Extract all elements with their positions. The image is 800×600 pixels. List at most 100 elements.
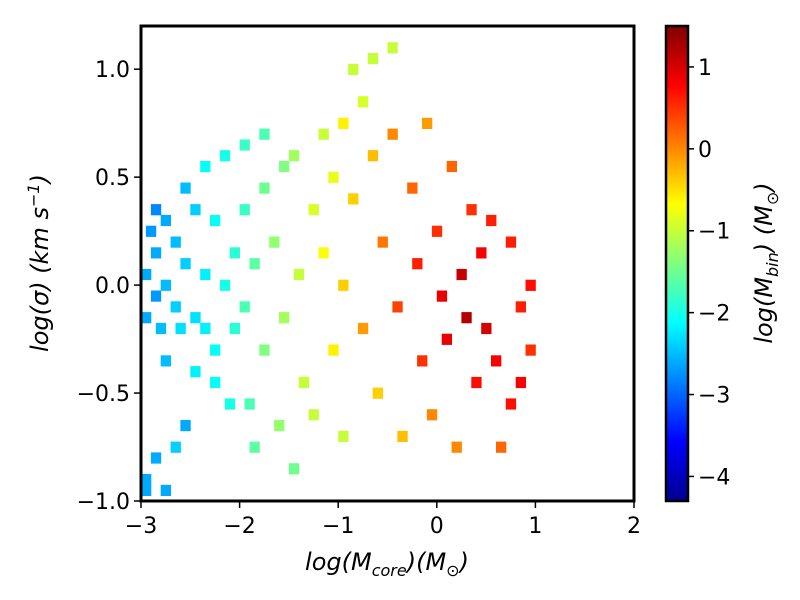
heatmap-cell — [328, 344, 339, 356]
colorbar-ticks: −4 −3 −2 −1 0 1 — [688, 56, 730, 490]
heatmap-cell — [150, 452, 162, 464]
heatmap-cell — [318, 128, 329, 140]
heatmap-cell — [229, 247, 240, 259]
heatmap-cell — [150, 247, 162, 259]
heatmap-cell — [190, 312, 201, 324]
heatmap-cell — [451, 441, 462, 453]
heatmap-cell — [422, 117, 433, 129]
heatmap-cell — [150, 290, 162, 302]
heatmap-cell — [461, 312, 472, 324]
heatmap-cell — [357, 322, 369, 335]
heatmap-cell — [145, 225, 157, 237]
colorbar-tick-label: −2 — [698, 302, 730, 327]
heatmap-cell — [505, 236, 517, 248]
heatmap-cell — [141, 474, 152, 486]
heatmap-cell — [180, 182, 191, 194]
heatmap-cell — [288, 150, 300, 162]
plot-area-frame — [139, 24, 636, 503]
x-tick-label: 0 — [430, 514, 444, 539]
heatmap-cell — [328, 171, 339, 183]
heatmap-cell — [160, 214, 171, 227]
y-axis-ticks: −1.0 −0.5 0.0 0.5 1.0 — [77, 58, 141, 515]
heatmap-cell — [160, 355, 171, 367]
heatmap-cell — [150, 204, 162, 216]
heatmap-cell — [471, 376, 482, 389]
x-tick-label: −3 — [125, 514, 157, 539]
heatmap-cell — [496, 441, 507, 453]
heatmap-cell — [190, 366, 201, 378]
heatmap-cell — [308, 204, 319, 216]
heatmap-cell — [348, 63, 359, 75]
heatmap-cell — [160, 484, 171, 496]
heatmap-cell — [431, 225, 443, 237]
heatmap-cell — [200, 322, 211, 335]
colorbar — [664, 24, 690, 503]
heatmap-cell — [180, 258, 191, 270]
y-tick-label: −0.5 — [77, 382, 130, 407]
heatmap-cell — [338, 117, 349, 129]
heatmap-cell — [298, 376, 310, 389]
heatmap-cell — [239, 139, 250, 151]
heatmap-cell — [210, 214, 221, 227]
heatmap-cell — [175, 322, 186, 335]
heatmap-cell — [200, 160, 211, 173]
heatmap-cell — [436, 290, 448, 302]
x-axis-ticks: −3 −2 −1 0 1 2 — [125, 501, 641, 539]
colorbar-label: log(Mbin) (M⊙) — [750, 182, 782, 343]
colorbar-tick-label: −4 — [698, 465, 730, 490]
heatmap-cell — [367, 150, 379, 162]
heatmap-cell — [515, 301, 526, 313]
heatmap-cell — [387, 42, 398, 54]
heatmap-cell — [190, 204, 201, 216]
heatmap-cell — [155, 322, 167, 335]
heatmap-cell — [239, 204, 250, 216]
heatmap-cell — [244, 398, 255, 410]
heatmap-cell — [392, 301, 403, 313]
heatmap-cell — [407, 182, 418, 194]
heatmap-cell — [367, 53, 379, 65]
heatmap-cell — [170, 236, 181, 248]
x-tick-label: −1 — [322, 514, 354, 539]
heatmap-cell — [288, 463, 300, 475]
heatmap-cell — [525, 344, 536, 356]
heatmap-cell — [377, 236, 388, 248]
y-tick-label: 0.5 — [95, 166, 130, 191]
heatmap-cell — [170, 301, 181, 313]
heatmap-cell — [318, 247, 329, 259]
heatmap-cell — [180, 420, 191, 432]
heatmap-cell — [200, 268, 211, 281]
heatmap-cell — [229, 322, 240, 335]
heatmap-cell — [170, 441, 181, 453]
heatmap-cell — [141, 268, 152, 281]
heatmap-cell — [525, 279, 536, 291]
heatmap-cell — [441, 333, 452, 345]
heatmap-cell — [505, 398, 517, 410]
heatmap-cell — [446, 160, 457, 173]
heatmap-cell — [293, 268, 305, 281]
heatmap-cells — [141, 42, 536, 496]
heatmap-cell — [491, 355, 502, 367]
heatmap-cell — [372, 387, 383, 399]
heatmap-cell — [210, 376, 221, 389]
heatmap-cell — [515, 376, 526, 389]
heatmap-cell — [338, 430, 349, 442]
y-tick-label: −1.0 — [77, 490, 130, 515]
heatmap-cell — [210, 344, 221, 356]
heatmap-cell — [338, 279, 349, 291]
heatmap-cell — [481, 322, 492, 335]
heatmap-cell — [357, 96, 369, 108]
y-tick-label: 0.0 — [95, 274, 130, 299]
heatmap-cell — [466, 204, 477, 216]
y-tick-label: 1.0 — [95, 58, 130, 83]
heatmap-cell — [259, 182, 270, 194]
heatmap-cell — [269, 236, 280, 248]
heatmap-cell — [426, 409, 438, 421]
x-tick-label: 2 — [627, 514, 641, 539]
heatmap-cell — [274, 420, 285, 432]
x-axis-label: log(Mcore)(M⊙) — [305, 548, 469, 580]
heatmap-cell — [219, 279, 231, 291]
heatmap-cell — [160, 279, 171, 291]
colorbar-tick-label: −1 — [698, 220, 730, 245]
colorbar-tick-label: 1 — [698, 56, 712, 81]
heatmap-cell — [259, 344, 270, 356]
